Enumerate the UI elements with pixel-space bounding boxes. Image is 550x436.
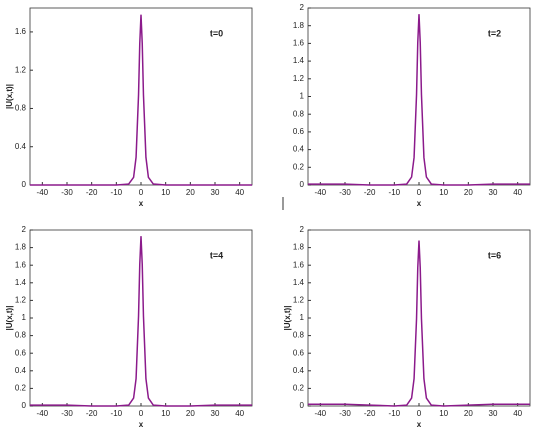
y-tick-label: 0.2 (293, 162, 305, 171)
y-tick-label: 1.6 (293, 39, 305, 48)
y-tick-label: 0.4 (293, 145, 305, 154)
y-tick-label: 1.6 (15, 260, 27, 269)
x-tick-label: -40 (315, 188, 327, 197)
x-tick-label: 30 (211, 188, 220, 197)
annotation: t=6 (488, 250, 501, 260)
y-tick-label: 0.8 (15, 331, 27, 340)
x-axis-label: x (417, 420, 422, 429)
x-tick-label: 0 (417, 409, 422, 418)
x-tick-label: -40 (37, 188, 49, 197)
y-tick-label: 1.2 (15, 296, 27, 305)
x-tick-label: 40 (513, 188, 522, 197)
x-axis-label: x (417, 199, 422, 208)
y-tick-label: 0.6 (293, 348, 305, 357)
y-tick-label: 1.2 (293, 296, 305, 305)
x-tick-label: 0 (139, 188, 144, 197)
y-tick-label: 0 (300, 180, 305, 189)
y-tick-label: 0 (22, 180, 27, 189)
x-tick-label: 10 (439, 409, 448, 418)
y-tick-label: 0.4 (15, 366, 27, 375)
x-tick-label: -20 (364, 188, 376, 197)
y-tick-label: 0 (300, 401, 305, 410)
x-tick-label: -30 (339, 188, 351, 197)
x-tick-label: 40 (235, 409, 244, 418)
x-tick-label: 10 (161, 188, 170, 197)
x-tick-label: -40 (37, 409, 49, 418)
y-tick-label: 0.6 (15, 348, 27, 357)
y-tick-label: 2 (300, 3, 305, 12)
data-line (308, 14, 530, 186)
y-tick-label: 1.8 (293, 243, 305, 252)
y-tick-label: 0.6 (293, 127, 305, 136)
x-tick-label: -10 (389, 188, 401, 197)
data-line (30, 14, 252, 186)
x-tick-label: 40 (235, 188, 244, 197)
x-axis-label: x (139, 420, 144, 429)
x-tick-label: -20 (86, 188, 98, 197)
annotation: t=0 (210, 28, 223, 38)
y-tick-label: 1 (22, 313, 27, 322)
y-axis-label: |U(x,t)| (5, 84, 14, 109)
y-tick-label: 0.4 (293, 366, 305, 375)
x-tick-label: 20 (464, 188, 473, 197)
y-tick-label: 0.2 (293, 384, 305, 393)
y-tick-label: 0 (22, 401, 27, 410)
y-tick-label: 0.8 (293, 331, 305, 340)
data-line (308, 240, 530, 407)
x-tick-label: 30 (489, 409, 498, 418)
y-tick-label: 1.4 (293, 278, 305, 287)
x-tick-label: -30 (339, 409, 351, 418)
x-tick-label: 0 (417, 188, 422, 197)
annotation: t=2 (488, 28, 501, 38)
y-tick-label: 0.8 (15, 104, 27, 113)
data-line (30, 236, 252, 407)
x-tick-label: 30 (211, 409, 220, 418)
x-tick-label: -20 (364, 409, 376, 418)
x-tick-label: 10 (439, 188, 448, 197)
y-tick-label: 1.8 (15, 243, 27, 252)
x-tick-label: 20 (186, 409, 195, 418)
y-tick-label: 1 (300, 313, 305, 322)
x-tick-label: -30 (61, 188, 73, 197)
y-tick-label: 2 (300, 225, 305, 234)
y-tick-label: 1.6 (293, 260, 305, 269)
x-tick-label: 30 (489, 188, 498, 197)
x-tick-label: 0 (139, 409, 144, 418)
x-tick-label: 20 (464, 409, 473, 418)
y-tick-label: 1.4 (15, 278, 27, 287)
x-tick-label: 20 (186, 188, 195, 197)
y-tick-label: 1.4 (293, 56, 305, 65)
y-tick-label: 0.4 (15, 142, 27, 151)
y-tick-label: 2 (22, 225, 27, 234)
x-tick-label: -30 (61, 409, 73, 418)
x-tick-label: 40 (513, 409, 522, 418)
y-tick-label: 0.2 (15, 384, 27, 393)
y-tick-label: 1.8 (293, 21, 305, 30)
x-tick-label: -40 (315, 409, 327, 418)
x-tick-label: -10 (111, 188, 123, 197)
annotation: t=4 (210, 250, 223, 260)
x-tick-label: -10 (111, 409, 123, 418)
y-tick-label: 1 (300, 92, 305, 101)
x-tick-label: -10 (389, 409, 401, 418)
y-tick-label: 1.2 (15, 65, 27, 74)
x-tick-label: -20 (86, 409, 98, 418)
y-tick-label: 1.2 (293, 74, 305, 83)
y-tick-label: 1.6 (15, 27, 27, 36)
x-tick-label: 10 (161, 409, 170, 418)
y-tick-label: 0.8 (293, 109, 305, 118)
y-axis-label: |U(x,t)| (283, 306, 292, 331)
y-axis-label: |U(x,t)| (5, 306, 14, 331)
x-axis-label: x (139, 199, 144, 208)
